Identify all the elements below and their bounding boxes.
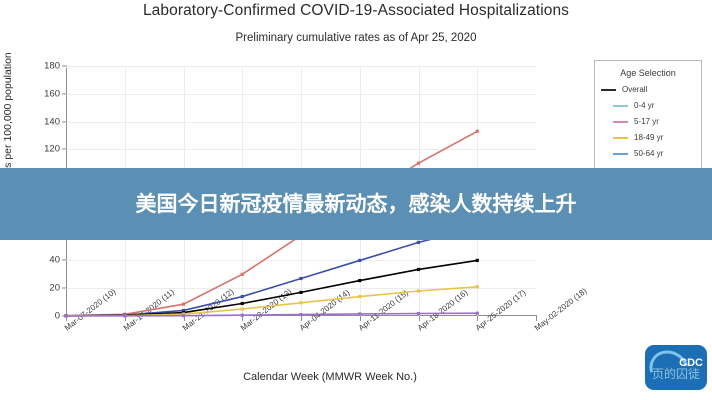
legend-label: 18-49 yr — [634, 133, 664, 142]
data-point — [358, 278, 362, 283]
legend-item[interactable]: 5-17 yr — [595, 117, 701, 126]
data-point — [416, 311, 421, 316]
x-axis-tick-mark — [359, 316, 361, 321]
x-axis-tick-mark — [183, 316, 185, 321]
data-point — [181, 314, 186, 318]
y-axis-tick-mark — [62, 287, 67, 289]
legend: Age Selection Overall 0-4 yr 5-17 yr 18-49 … — [594, 60, 702, 178]
y-axis-tick-label: 180 — [44, 60, 60, 72]
data-point — [64, 314, 68, 318]
legend-item[interactable]: Overall — [595, 85, 701, 94]
data-point — [240, 301, 244, 306]
data-point — [475, 285, 479, 289]
cdc-logo-text: CDC — [679, 357, 703, 369]
data-point — [416, 161, 421, 165]
legend-swatch — [613, 120, 628, 123]
legend-label: 50-64 yr — [634, 149, 664, 158]
y-axis-tick-label: 160 — [44, 88, 60, 100]
data-point — [181, 308, 186, 313]
y-axis-tick-mark — [62, 121, 67, 123]
data-point — [299, 276, 303, 281]
data-point — [240, 272, 244, 276]
y-axis-tick-mark — [62, 148, 67, 150]
overlay-banner: 美国今日新冠疫情最新动态，感染人数持续上升 — [0, 168, 712, 240]
legend-label: 0-4 yr — [634, 101, 655, 110]
legend-swatch — [613, 152, 628, 155]
overlay-banner-text: 美国今日新冠疫情最新动态，感染人数持续上升 — [135, 191, 577, 216]
y-axis-tick-mark — [62, 65, 67, 67]
data-point — [358, 312, 362, 316]
data-point — [475, 311, 479, 315]
legend-title: Age Selection — [620, 68, 676, 78]
data-point — [181, 302, 186, 306]
legend-swatch — [613, 136, 628, 139]
legend-item[interactable]: 0-4 yr — [595, 101, 701, 110]
data-point — [299, 301, 303, 305]
data-point — [299, 313, 303, 317]
series-line — [65, 227, 478, 317]
data-point — [181, 312, 186, 316]
x-axis-tick-mark — [536, 316, 537, 321]
x-axis-tick-mark — [477, 316, 479, 321]
data-point — [416, 267, 421, 272]
x-axis-tick-mark — [124, 316, 126, 321]
data-point — [358, 294, 362, 299]
data-point — [475, 258, 479, 263]
series-line — [65, 312, 478, 317]
data-point — [240, 294, 244, 299]
legend-swatch — [613, 104, 628, 107]
data-point — [475, 129, 479, 133]
x-axis-tick-mark — [66, 316, 67, 321]
y-axis-tick-label: 120 — [44, 143, 60, 155]
data-point — [358, 258, 362, 263]
x-axis-tick-mark — [242, 316, 244, 321]
legend-item[interactable]: 18-49 yr — [595, 133, 701, 142]
legend-label: 5-17 yr — [634, 117, 659, 126]
legend-swatch — [601, 88, 616, 91]
series-line — [65, 286, 478, 317]
data-point — [416, 240, 421, 244]
chart-title: Laboratory-Confirmed COVID-19-Associated… — [142, 2, 570, 19]
data-point — [240, 307, 244, 311]
x-axis-title: Calendar Week (MMWR Week No.) — [243, 371, 417, 383]
y-axis-tick-mark — [62, 259, 67, 261]
chart-subtitle: Preliminary cumulative rates as of Apr 2… — [235, 32, 477, 44]
legend-items: Overall 0-4 yr 5-17 yr 18-49 yr 50-64 yr — [595, 85, 701, 158]
y-axis-tick-label: 20 — [49, 282, 60, 294]
x-axis-tick-label: May-02-2020 (18) — [532, 286, 589, 333]
data-point — [299, 290, 303, 294]
x-axis-tick-mark — [301, 316, 302, 321]
y-axis-tick-label: 40 — [49, 254, 60, 266]
data-point — [416, 289, 421, 293]
watermark-text: 页的囚徒 — [651, 367, 700, 381]
legend-label: Overall — [622, 85, 648, 94]
y-axis-tick-label: 0 — [54, 310, 60, 322]
legend-item[interactable]: 50-64 yr — [595, 149, 701, 158]
x-axis-tick-mark — [418, 316, 420, 321]
data-point — [240, 313, 244, 317]
cdc-logo: CDC 页的囚徒 — [645, 345, 707, 390]
y-axis-tick-label: 140 — [44, 116, 60, 128]
data-point — [123, 314, 127, 318]
y-axis-tick-mark — [62, 93, 67, 95]
